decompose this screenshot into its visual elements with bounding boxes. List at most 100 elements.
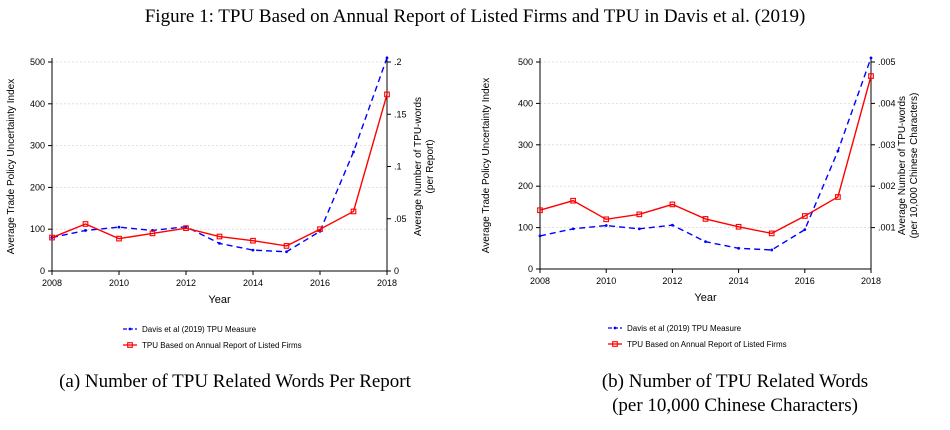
data-point-tpu xyxy=(350,208,357,215)
chart-panel-a: 0 100 200 300 400 500 0 .05 .1 .15 .2 2008 2010 2012 2… xyxy=(0,40,475,350)
data-point-davis xyxy=(704,240,707,244)
data-point-tpu xyxy=(768,230,775,237)
data-point-davis xyxy=(671,223,674,227)
data-point-tpu xyxy=(250,237,256,244)
data-point-tpu xyxy=(537,207,543,214)
chart-b-svg: 0 100 200 300 400 500 .001 .002 .003 .004 .005 2008… xyxy=(481,56,920,349)
x-tick-label: 2008 xyxy=(530,276,550,286)
data-point-tpu xyxy=(801,213,808,219)
data-point-tpu xyxy=(317,226,323,233)
data-point-tpu xyxy=(868,73,874,79)
data-point-davis xyxy=(352,150,355,154)
y-tick-label-right: .05 xyxy=(394,214,407,224)
x-axis-label: Year xyxy=(694,292,717,304)
legend-label: TPU Based on Annual Report of Listed Fir… xyxy=(627,340,787,349)
y-axis-label-right: Average Number of TPU-words xyxy=(413,97,424,236)
legend-label: TPU Based on Annual Report of Listed Fir… xyxy=(142,341,302,350)
data-point-tpu xyxy=(183,225,189,232)
legend-marker xyxy=(612,341,618,347)
chart-panel-b: 0 100 200 300 400 500 .001 .002 .003 .004 .005 2008… xyxy=(475,40,950,349)
legend-marker xyxy=(128,327,132,331)
y-tick-label-right: .1 xyxy=(394,162,402,172)
y-tick-label-right: .005 xyxy=(878,57,896,67)
series-line-tpu xyxy=(539,75,872,235)
y-tick-label-left: 400 xyxy=(30,99,45,109)
x-tick-label: 2014 xyxy=(243,278,263,288)
y-axis-label-right: (per Report) xyxy=(425,140,436,194)
y-tick-label-left: 0 xyxy=(528,264,533,274)
data-point-tpu xyxy=(835,194,841,200)
y-tick-label-right: .004 xyxy=(878,98,896,108)
y-tick-label-left: 500 xyxy=(30,57,45,67)
data-point-davis xyxy=(637,227,641,231)
y-tick-label-left: 400 xyxy=(518,98,533,108)
y-tick-label-left: 300 xyxy=(518,140,533,150)
data-point-davis xyxy=(251,248,255,252)
x-tick-label: 2018 xyxy=(377,278,397,288)
data-point-tpu xyxy=(735,223,742,230)
x-tick-label: 2016 xyxy=(795,276,815,286)
legend-label: Davis et al (2019) TPU Measure xyxy=(627,324,742,333)
data-point-tpu xyxy=(216,233,223,240)
x-tick-label: 2008 xyxy=(42,278,62,288)
data-point-tpu xyxy=(702,216,709,222)
y-tick-label-left: 0 xyxy=(40,266,45,276)
legend-marker xyxy=(613,326,617,330)
y-tick-label-left: 100 xyxy=(30,224,45,234)
x-tick-label: 2014 xyxy=(729,276,749,286)
figure-title: Figure 1: TPU Based on Annual Report of … xyxy=(144,6,806,27)
data-point-davis xyxy=(604,224,608,227)
data-point-tpu xyxy=(283,243,290,249)
y-axis-label-left: Average Trade Policy Uncertainty Index xyxy=(481,78,492,253)
y-tick-label-right: .2 xyxy=(394,57,402,67)
caption-b: (b) Number of TPU Related Words (per 10,… xyxy=(520,370,950,418)
data-point-davis xyxy=(385,56,389,60)
y-tick-label-right: .15 xyxy=(394,109,407,119)
x-tick-label: 2012 xyxy=(176,278,196,288)
data-point-davis xyxy=(869,56,873,60)
data-point-davis xyxy=(836,149,840,153)
y-tick-label-right: .002 xyxy=(878,181,896,191)
caption-a-line-1: (a) Number of TPU Related Words Per Repo… xyxy=(59,371,411,392)
x-tick-label: 2010 xyxy=(596,276,616,286)
y-tick-label-right: .003 xyxy=(878,140,896,150)
data-point-tpu xyxy=(384,91,390,98)
y-axis-label-right: (per 10,000 Chinese Characters) xyxy=(909,93,920,239)
y-tick-label-right: .001 xyxy=(878,223,896,233)
caption-b-line-2: (per 10,000 Chinese Characters) xyxy=(612,395,858,416)
x-axis-label: Year xyxy=(208,294,231,306)
caption-b-line-1: (b) Number of TPU Related Words xyxy=(601,371,869,392)
y-tick-label-left: 200 xyxy=(518,181,533,191)
data-point-davis xyxy=(737,246,740,250)
data-point-davis xyxy=(218,242,221,245)
data-point-davis xyxy=(84,229,87,232)
data-point-davis xyxy=(803,228,807,232)
data-point-tpu xyxy=(49,234,55,241)
data-point-davis xyxy=(285,250,288,254)
data-point-tpu xyxy=(82,221,89,227)
chart-a-svg: 0 100 200 300 400 500 0 .05 .1 .15 .2 2008 2010 2012 2… xyxy=(6,56,436,350)
x-tick-label: 2018 xyxy=(861,276,881,286)
y-tick-label-left: 300 xyxy=(30,141,45,151)
x-tick-label: 2016 xyxy=(310,278,330,288)
data-point-tpu xyxy=(636,211,643,218)
data-point-tpu xyxy=(149,230,156,237)
data-point-tpu xyxy=(603,216,610,223)
y-tick-label-right: 0 xyxy=(394,266,399,276)
y-axis-label-right: Average Number of TPU-words xyxy=(897,96,908,235)
data-point-tpu xyxy=(669,201,676,208)
x-tick-label: 2012 xyxy=(662,276,682,286)
x-tick-label: 2010 xyxy=(109,278,129,288)
series-line-tpu xyxy=(51,94,388,247)
data-point-davis xyxy=(770,248,774,252)
data-point-tpu xyxy=(570,197,576,204)
data-point-davis xyxy=(117,225,121,229)
y-axis-label-left: Average Trade Policy Uncertainty Index xyxy=(6,79,17,254)
series-line-davis xyxy=(51,57,388,253)
y-tick-label-left: 500 xyxy=(518,57,533,67)
legend-marker xyxy=(127,342,133,348)
y-tick-label-left: 200 xyxy=(30,182,45,192)
data-point-davis xyxy=(538,234,542,238)
y-tick-label-left: 100 xyxy=(518,223,533,233)
caption-a: (a) Number of TPU Related Words Per Repo… xyxy=(20,370,450,394)
